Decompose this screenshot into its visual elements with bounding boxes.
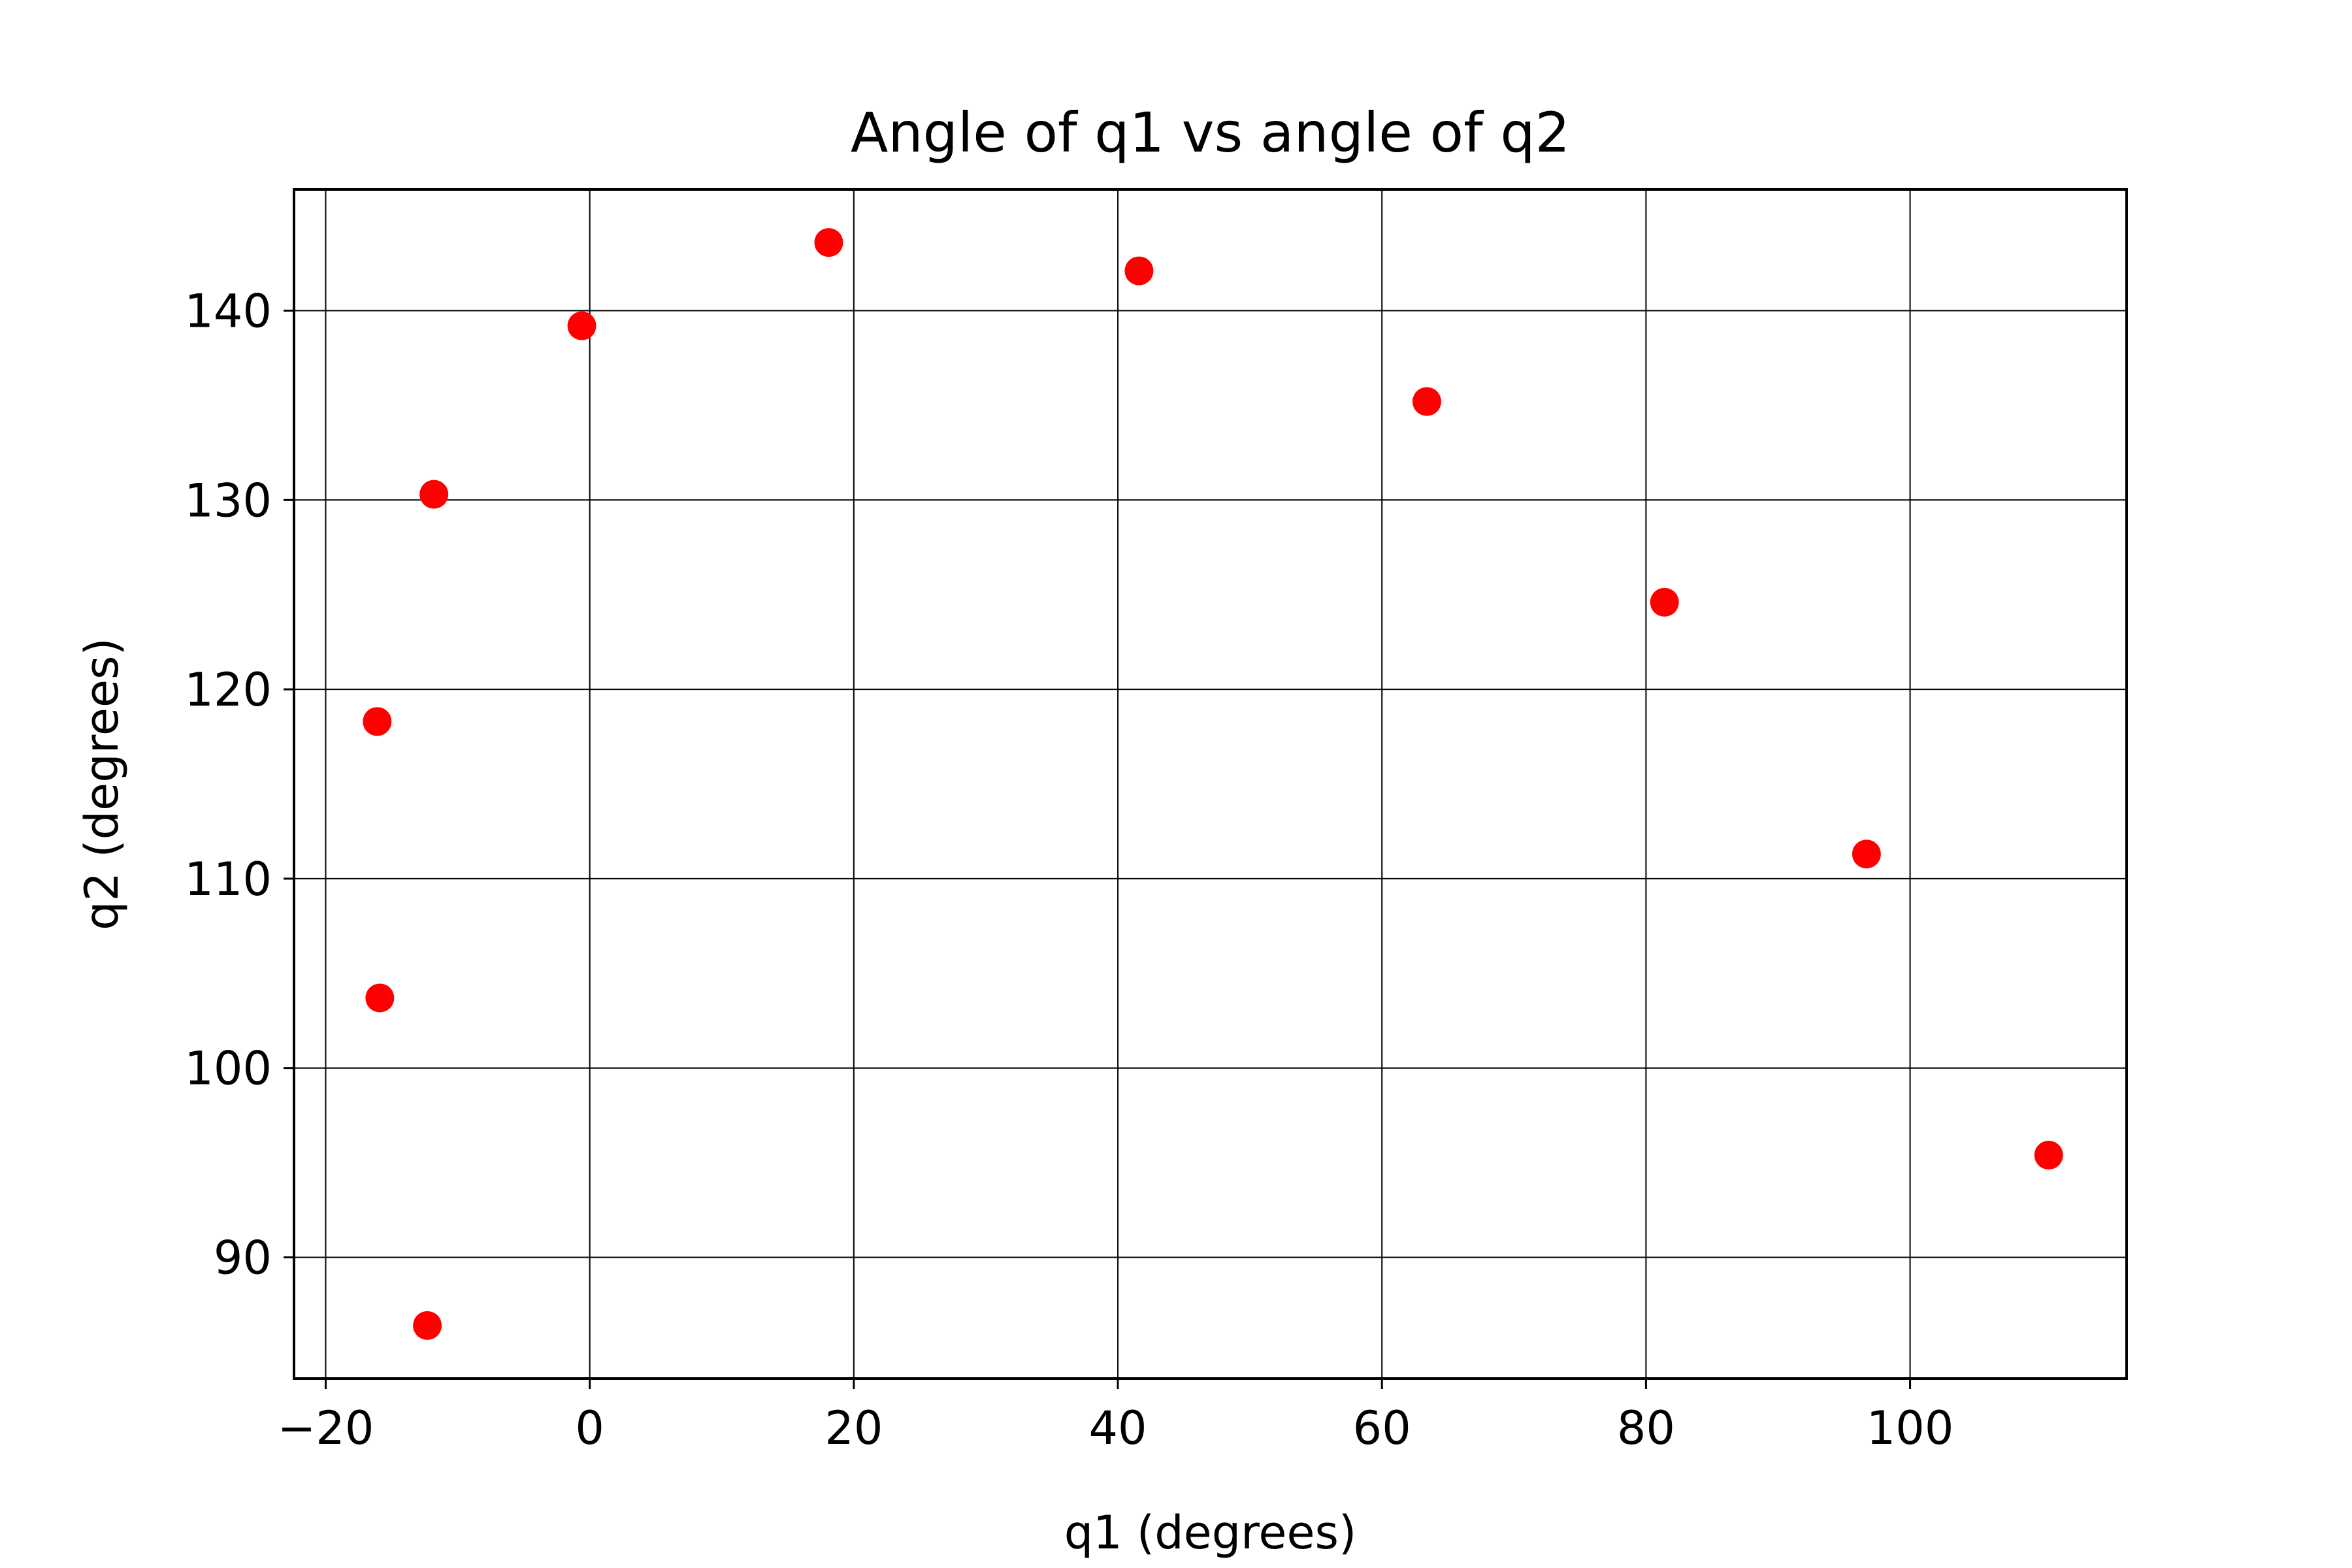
scatter-point <box>814 228 843 257</box>
x-tick-label: −20 <box>278 1401 374 1455</box>
plot-frame <box>293 188 2128 1380</box>
x-tick-label: 60 <box>1353 1401 1411 1455</box>
scatter-point <box>2034 1141 2063 1170</box>
y-tick-label: 90 <box>214 1232 272 1285</box>
scatter-point <box>363 707 392 736</box>
scatter-point <box>1852 840 1881 869</box>
y-axis-ticks: 90 100 110 120 130 140 <box>184 284 294 1285</box>
scatter-points <box>363 228 2063 1340</box>
y-axis-label: q2 (degrees) <box>75 638 129 930</box>
y-tick-label: 130 <box>184 474 272 527</box>
scatter-point <box>413 1311 442 1340</box>
y-tick-label: 110 <box>184 853 272 906</box>
x-tick-label: 80 <box>1617 1401 1675 1455</box>
x-tick-label: 20 <box>825 1401 883 1455</box>
scatter-point <box>419 480 449 509</box>
x-tick-label: 100 <box>1867 1401 1954 1455</box>
scatter-point <box>1412 387 1441 416</box>
scatter-point <box>1650 587 1679 617</box>
scatter-point <box>567 311 596 340</box>
y-tick-label: 100 <box>184 1042 272 1096</box>
y-tick-label: 120 <box>184 663 272 717</box>
grid-lines <box>294 189 2127 1379</box>
x-tick-label: 40 <box>1088 1401 1147 1455</box>
scatter-point <box>1124 256 1154 286</box>
x-axis-ticks: −20 0 20 40 60 80 100 <box>278 1379 1954 1455</box>
chart-title: Angle of q1 vs angle of q2 <box>851 101 1570 165</box>
x-axis-label: q1 (degrees) <box>1064 1506 1357 1560</box>
scatter-point <box>365 983 395 1013</box>
x-tick-label: 0 <box>575 1401 604 1455</box>
y-tick-label: 140 <box>184 284 272 338</box>
